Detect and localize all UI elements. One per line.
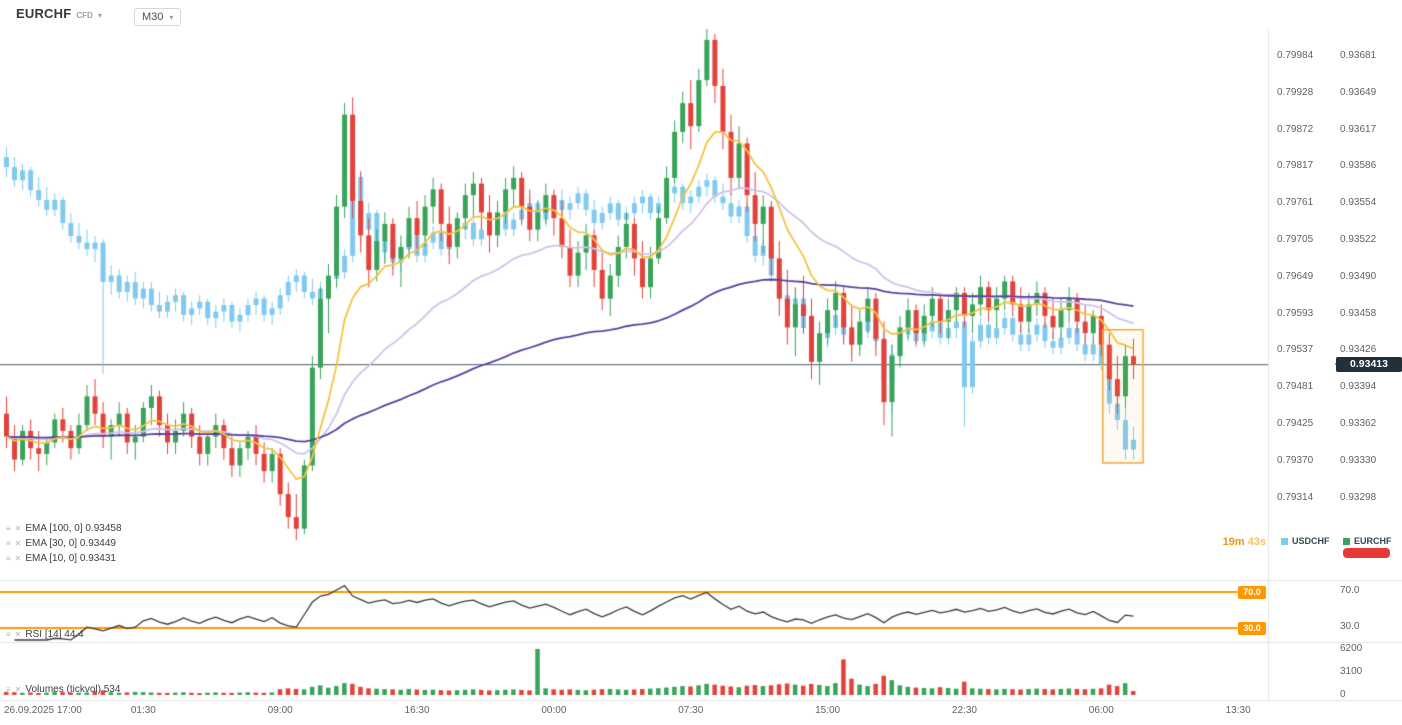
- ema-legend-row: ≡ ✕ EMA [30, 0] 0.93449: [6, 536, 122, 551]
- rsi-level-30-badge: 30.0: [1238, 621, 1266, 635]
- candle-timer: 19m 43s: [1140, 536, 1266, 548]
- ema-30-label: EMA [30, 0] 0.93449: [25, 538, 116, 549]
- rsi-label: RSI [14] 44.4: [25, 629, 84, 640]
- legend-eurchf: EURCHF: [1343, 536, 1392, 546]
- chevron-down-icon: ▾: [169, 12, 174, 22]
- legend-usdchf: USDCHF: [1281, 536, 1330, 546]
- indicator-settings-icon[interactable]: ≡: [6, 538, 11, 548]
- chevron-down-icon: ▾: [97, 11, 102, 20]
- symbol-selector[interactable]: EURCHF CFD ▾: [16, 6, 102, 21]
- usdchf-legend-label: USDCHF: [1292, 536, 1330, 546]
- indicator-settings-icon[interactable]: ≡: [6, 684, 11, 694]
- timer-minutes: 19m: [1222, 536, 1245, 548]
- ema-10-label: EMA [10, 0] 0.93431: [25, 553, 116, 564]
- volumes-legend-row: ≡ ✕ Volumes (tickvol) 534: [6, 682, 120, 697]
- indicator-close-icon[interactable]: ✕: [14, 684, 22, 694]
- indicator-close-icon[interactable]: ✕: [14, 523, 22, 533]
- volumes-label: Volumes (tickvol) 534: [25, 684, 121, 695]
- ema-100-label: EMA [100, 0] 0.93458: [25, 523, 122, 534]
- chart-topbar: EURCHF CFD ▾ M30 ▾: [0, 0, 1402, 28]
- sell-price-badge[interactable]: [1343, 548, 1390, 558]
- volumes-legend: ≡ ✕ Volumes (tickvol) 534: [6, 682, 120, 697]
- timeframe-selector[interactable]: M30 ▾: [134, 8, 182, 26]
- usdchf-swatch-icon: [1281, 537, 1288, 545]
- ema-legend-row: ≡ ✕ EMA [100, 0] 0.93458: [6, 521, 122, 536]
- ema-legend-row: ≡ ✕ EMA [10, 0] 0.93431: [6, 551, 122, 566]
- rsi-level-70-badge: 70.0: [1238, 585, 1266, 599]
- eurchf-swatch-icon: [1343, 537, 1350, 545]
- symbol-name: EURCHF: [16, 6, 72, 21]
- indicator-settings-icon[interactable]: ≡: [6, 553, 11, 563]
- indicator-close-icon[interactable]: ✕: [14, 553, 22, 563]
- ema-legend: ≡ ✕ EMA [100, 0] 0.93458 ≡ ✕ EMA [30, 0]…: [6, 521, 122, 566]
- indicator-close-icon[interactable]: ✕: [14, 538, 22, 548]
- indicator-settings-icon[interactable]: ≡: [6, 629, 11, 639]
- eurchf-legend-label: EURCHF: [1354, 536, 1392, 546]
- rsi-legend: ≡ ✕ RSI [14] 44.4: [6, 627, 84, 642]
- instrument-type-label: CFD: [76, 11, 93, 20]
- indicator-settings-icon[interactable]: ≡: [6, 523, 11, 533]
- current-price-badge: 0.93413: [1335, 356, 1402, 372]
- timer-seconds: 43s: [1247, 536, 1266, 548]
- rsi-legend-row: ≡ ✕ RSI [14] 44.4: [6, 627, 84, 642]
- indicator-close-icon[interactable]: ✕: [14, 629, 22, 639]
- timeframe-label: M30: [142, 11, 164, 23]
